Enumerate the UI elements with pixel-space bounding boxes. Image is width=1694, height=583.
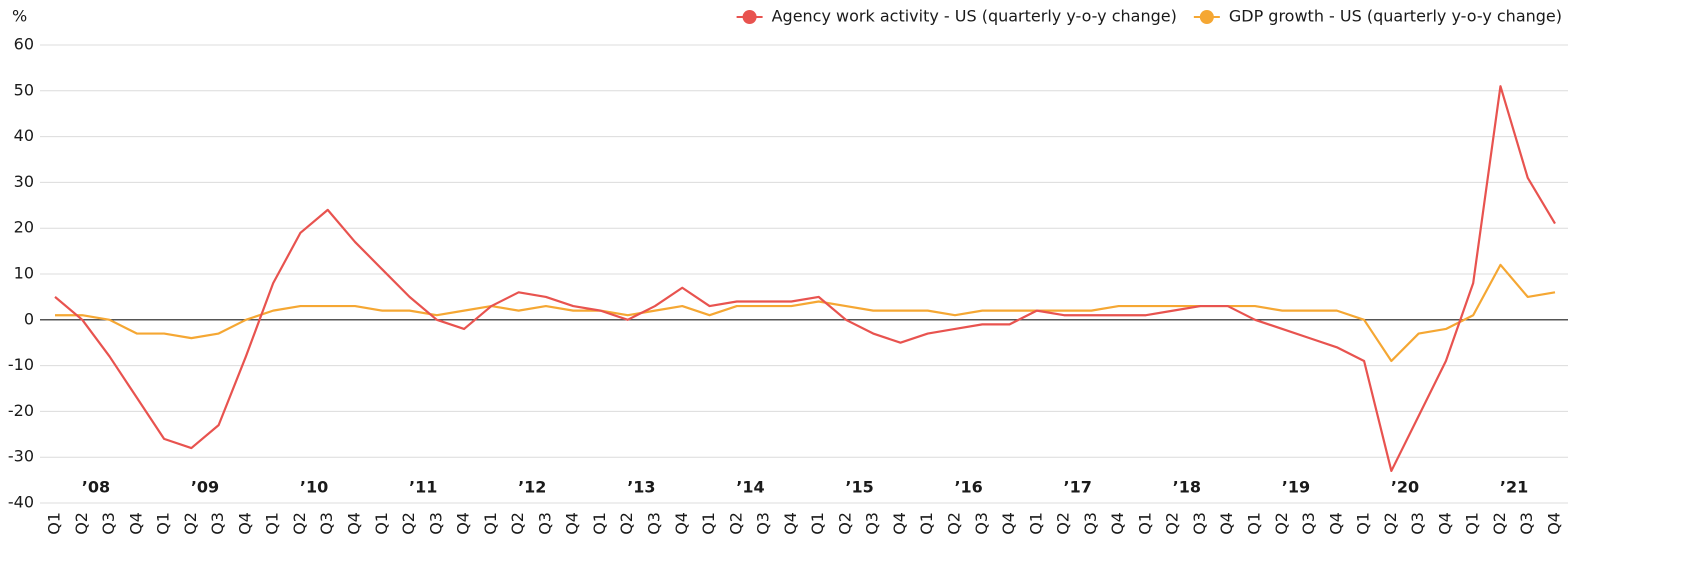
year-label: ’16 (954, 478, 982, 497)
x-tick-label: Q1 (481, 512, 500, 535)
y-tick-label: -20 (8, 401, 34, 420)
x-tick-label: Q2 (1054, 512, 1073, 535)
x-tick-label: Q3 (535, 512, 554, 535)
x-tick-label: Q2 (290, 512, 309, 535)
x-tick-label: Q4 (1326, 512, 1345, 535)
year-label: ’14 (736, 478, 764, 497)
y-tick-label: 30 (14, 172, 34, 191)
x-tick-label: Q1 (808, 512, 827, 535)
year-label: ’09 (191, 478, 219, 497)
x-tick-label: Q1 (1354, 512, 1373, 535)
x-tick-label: Q4 (1108, 512, 1127, 535)
x-tick-label: Q3 (972, 512, 991, 535)
x-tick-label: Q3 (1299, 512, 1318, 535)
x-tick-label: Q3 (99, 512, 118, 535)
x-tick-label: Q1 (1463, 512, 1482, 535)
y-tick-label: -10 (8, 355, 34, 374)
y-tick-label: 10 (14, 264, 34, 283)
x-tick-label: Q4 (672, 512, 691, 535)
x-tick-label: Q1 (1135, 512, 1154, 535)
x-tick-label: Q1 (1026, 512, 1045, 535)
x-tick-label: Q4 (1217, 512, 1236, 535)
x-tick-label: Q4 (1545, 512, 1564, 535)
x-tick-label: Q4 (454, 512, 473, 535)
x-tick-label: Q1 (372, 512, 391, 535)
x-tick-label: Q2 (1381, 512, 1400, 535)
x-tick-label: Q2 (1163, 512, 1182, 535)
legend: GDP growth - US (quarterly y-o-y change)… (736, 7, 1562, 26)
y-tick-label: 40 (14, 126, 34, 145)
x-tick-label: Q3 (426, 512, 445, 535)
year-label: ’21 (1500, 478, 1528, 497)
x-tick-label: Q3 (1517, 512, 1536, 535)
x-tick-label: Q1 (917, 512, 936, 535)
x-tick-label: Q3 (754, 512, 773, 535)
series-line (55, 263, 1556, 363)
y-tick-label: -40 (8, 493, 34, 512)
x-tick-label: Q2 (181, 512, 200, 535)
x-tick-label: Q4 (345, 512, 364, 535)
year-label: ’20 (1391, 478, 1419, 497)
x-tick-label: Q4 (999, 512, 1018, 535)
x-tick-label: Q1 (263, 512, 282, 535)
y-tick-label: 60 (14, 35, 34, 54)
year-label: ’17 (1064, 478, 1092, 497)
x-tick-label: Q2 (1490, 512, 1509, 535)
x-tick-label: Q4 (235, 512, 254, 535)
x-tick-label: Q2 (1272, 512, 1291, 535)
x-tick-label: Q1 (154, 512, 173, 535)
x-tick-label: Q2 (945, 512, 964, 535)
year-label: ’12 (518, 478, 546, 497)
year-label: ’19 (1282, 478, 1310, 497)
x-tick-label: Q3 (1190, 512, 1209, 535)
x-tick-label: Q1 (699, 512, 718, 535)
y-axis-label: % (12, 7, 27, 26)
x-tick-label: Q4 (1435, 512, 1454, 535)
x-tick-label: Q4 (563, 512, 582, 535)
series-line (54, 85, 1556, 473)
x-tick-label: Q1 (45, 512, 64, 535)
y-tick-label: 20 (14, 218, 34, 237)
x-tick-label: Q2 (399, 512, 418, 535)
y-tick-label: 0 (24, 309, 34, 328)
x-tick-label: Q3 (863, 512, 882, 535)
y-tick-label: -30 (8, 447, 34, 466)
year-label: ’15 (845, 478, 873, 497)
x-tick-label: Q2 (617, 512, 636, 535)
x-tick-label: Q1 (590, 512, 609, 535)
x-tick-label: Q3 (1408, 512, 1427, 535)
x-tick-label: Q2 (72, 512, 91, 535)
year-label: ’10 (300, 478, 328, 497)
y-tick-label: 50 (14, 80, 34, 99)
legend-label: Agency work activity - US (quarterly y-o… (772, 7, 1177, 26)
x-tick-label: Q3 (1081, 512, 1100, 535)
x-tick-label: Q2 (726, 512, 745, 535)
year-label: ’18 (1173, 478, 1201, 497)
x-tick-label: Q4 (890, 512, 909, 535)
x-tick-label: Q3 (645, 512, 664, 535)
x-tick-label: Q3 (208, 512, 227, 535)
x-tick-label: Q2 (835, 512, 854, 535)
legend-label: GDP growth - US (quarterly y-o-y change) (1229, 7, 1562, 26)
year-label: ’08 (82, 478, 110, 497)
year-label: ’13 (627, 478, 655, 497)
x-tick-label: Q3 (317, 512, 336, 535)
year-label: ’11 (409, 478, 437, 497)
x-tick-label: Q4 (126, 512, 145, 535)
x-tick-label: Q4 (781, 512, 800, 535)
legend-marker (742, 10, 757, 24)
x-tick-label: Q2 (508, 512, 527, 535)
legend-marker (1199, 10, 1214, 24)
x-tick-label: Q1 (1245, 512, 1264, 535)
